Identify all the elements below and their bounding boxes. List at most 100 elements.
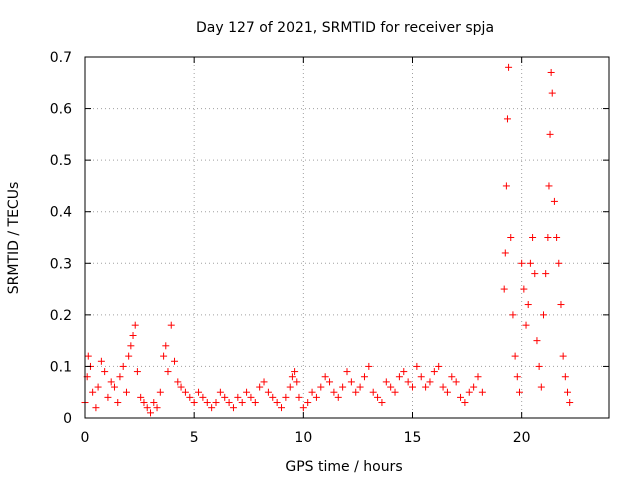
data-point <box>164 368 172 376</box>
data-point <box>264 388 272 396</box>
data-point <box>531 270 539 278</box>
data-point <box>92 404 100 412</box>
data-point <box>299 404 307 412</box>
data-point <box>513 373 521 381</box>
data-point <box>518 259 526 267</box>
data-point <box>186 393 194 401</box>
data-point <box>515 388 523 396</box>
data-point <box>365 362 373 370</box>
data-point <box>520 285 528 293</box>
chart-title: Day 127 of 2021, SRMTID for receiver spj… <box>196 20 494 36</box>
data-point <box>119 362 127 370</box>
data-point <box>114 399 122 407</box>
y-tick-label: 0.1 <box>50 359 72 375</box>
data-point <box>417 373 425 381</box>
data-point <box>212 399 220 407</box>
y-tick-label: 0.3 <box>50 256 72 272</box>
tick-labels: 0 0.1 0.2 0.3 0.4 0.5 0.6 0.7 0 5 10 15 20 <box>50 50 531 446</box>
data-point <box>564 388 572 396</box>
data-point <box>273 399 281 407</box>
data-point <box>107 378 115 386</box>
data-point <box>131 321 139 329</box>
data-point <box>448 373 456 381</box>
data-point <box>326 378 334 386</box>
data-point <box>503 115 511 123</box>
data-point <box>238 399 246 407</box>
data-point <box>537 383 545 391</box>
data-point <box>104 393 112 401</box>
data-point <box>208 404 216 412</box>
data-point <box>278 404 285 412</box>
data-point <box>312 393 320 401</box>
y-tick-label: 0 <box>63 411 72 427</box>
data-point <box>260 378 268 386</box>
x-tick-label: 20 <box>513 430 531 446</box>
data-point <box>559 352 567 360</box>
data-point <box>391 388 399 396</box>
data-point <box>256 383 264 391</box>
data-point <box>387 383 395 391</box>
data-point <box>174 378 182 386</box>
data-point <box>430 368 438 376</box>
y-tick-label: 0.2 <box>50 308 72 324</box>
data-point <box>334 393 342 401</box>
data-points <box>81 63 574 417</box>
data-point <box>553 234 561 241</box>
data-point <box>347 378 355 386</box>
data-point <box>524 301 532 309</box>
data-point <box>439 383 447 391</box>
data-point <box>509 311 517 319</box>
data-point <box>555 259 563 267</box>
data-point <box>535 362 543 370</box>
data-point <box>203 399 211 407</box>
data-point <box>234 393 242 401</box>
data-point <box>156 388 164 396</box>
data-point <box>533 337 541 345</box>
data-point <box>426 378 434 386</box>
data-point <box>199 393 207 401</box>
data-point <box>500 285 508 293</box>
data-point <box>243 388 251 396</box>
data-point <box>94 383 102 391</box>
data-point <box>507 234 515 241</box>
data-point <box>317 383 325 391</box>
data-point <box>133 368 141 376</box>
x-axis-title: GPS time / hours <box>285 459 402 475</box>
data-point <box>360 373 368 381</box>
data-point <box>286 383 294 391</box>
data-point <box>225 399 233 407</box>
data-point <box>522 321 530 329</box>
data-point <box>101 368 109 376</box>
data-point <box>295 393 303 401</box>
data-point <box>352 388 360 396</box>
data-point <box>125 352 133 360</box>
plot-frame <box>84 56 610 419</box>
x-tick-label: 5 <box>190 430 199 446</box>
data-point <box>435 362 443 370</box>
data-point <box>171 357 179 365</box>
data-point <box>129 331 137 339</box>
data-point <box>382 378 390 386</box>
data-point <box>470 383 478 391</box>
y-tick-label: 0.6 <box>50 102 72 118</box>
data-point <box>195 388 203 396</box>
data-point <box>251 399 259 407</box>
data-point <box>304 399 312 407</box>
data-point <box>546 130 554 138</box>
data-point <box>247 393 255 401</box>
data-point <box>465 388 473 396</box>
data-point <box>116 373 124 381</box>
data-point <box>356 383 364 391</box>
data-point <box>374 393 382 401</box>
data-point <box>162 342 170 350</box>
data-point <box>143 404 151 412</box>
data-point <box>457 393 465 401</box>
data-point <box>160 352 168 360</box>
data-point <box>153 404 161 412</box>
data-point <box>293 378 301 386</box>
data-point <box>127 342 135 350</box>
data-point <box>542 270 550 278</box>
x-tick-label: 15 <box>404 430 422 446</box>
data-point <box>502 182 510 190</box>
